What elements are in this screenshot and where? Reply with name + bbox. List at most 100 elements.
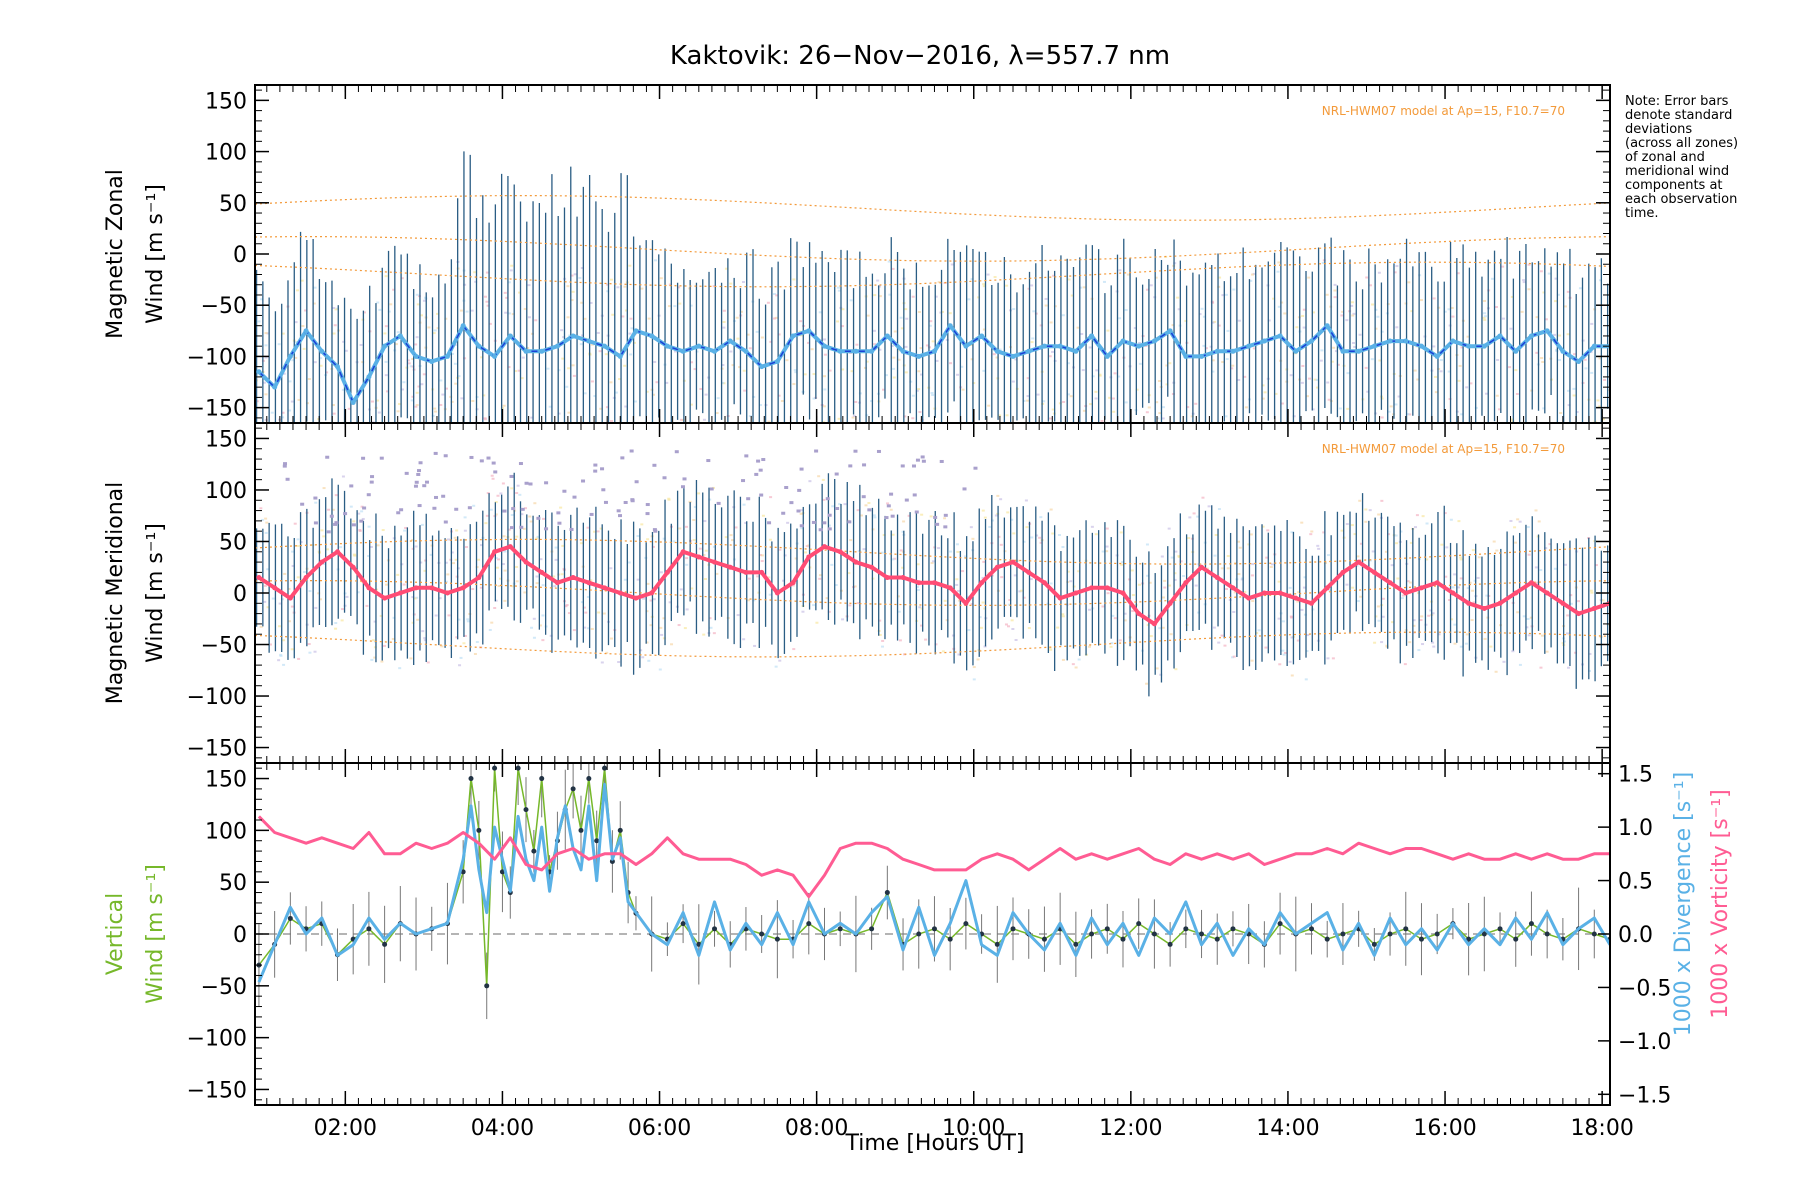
right-axis-tick-label: 0.0 <box>1618 923 1653 948</box>
meridional-purple-point <box>825 497 830 501</box>
meridional-scatter-point <box>957 599 961 602</box>
zonal-scatter-point <box>483 418 487 421</box>
meridional-scatter-point <box>290 605 294 608</box>
meridional-scatter-point <box>411 596 415 599</box>
meridional-purple-point <box>396 511 401 515</box>
zonal-scatter-point <box>1145 411 1149 414</box>
meridional-purple-point <box>915 458 920 462</box>
meridional-scatter-point <box>340 619 344 622</box>
meridional-scatter-point <box>352 553 356 556</box>
zonal-scatter-point <box>400 277 404 280</box>
zonal-scatter-point <box>1374 308 1378 311</box>
meridional-scatter-point <box>1340 529 1344 532</box>
zonal-scatter-point <box>1051 408 1055 411</box>
zonal-scatter-point <box>1483 318 1487 321</box>
zonal-scatter-point <box>924 425 927 427</box>
meridional-scatter-point <box>683 627 687 630</box>
zonal-scatter-point <box>596 331 600 334</box>
meridional-scatter-point <box>907 514 911 517</box>
meridional-scatter-point <box>1358 499 1362 502</box>
zonal-scatter-point <box>1126 273 1130 276</box>
meridional-scatter-point <box>447 614 451 617</box>
zonal-mean-point <box>1261 338 1267 344</box>
meridional-scatter-point <box>693 506 697 509</box>
meridional-scatter-point <box>424 559 428 562</box>
zonal-model-line <box>255 236 1610 262</box>
zonal-scatter-point <box>618 378 622 381</box>
zonal-scatter-point <box>1036 393 1040 396</box>
meridional-mean-point <box>1230 585 1236 591</box>
meridional-scatter-point <box>1051 532 1055 535</box>
meridional-mean-point <box>1387 580 1393 586</box>
zonal-scatter-point <box>1048 355 1052 358</box>
meridional-scatter-point <box>1061 615 1065 618</box>
meridional-scatter-point <box>848 604 852 607</box>
zonal-mean-point <box>1151 338 1157 344</box>
zonal-scatter-point <box>659 277 663 280</box>
zonal-scatter-point <box>279 435 282 437</box>
meridional-scatter-point <box>1403 663 1407 666</box>
zonal-mean-point <box>319 348 325 354</box>
zonal-scatter-point <box>260 298 264 301</box>
meridional-purple-point <box>518 462 523 466</box>
meridional-purple-point <box>524 481 529 485</box>
meridional-scatter-point <box>1414 526 1418 529</box>
zonal-scatter-point <box>565 385 569 388</box>
zonal-scatter-point <box>384 360 388 363</box>
zonal-scatter-point <box>294 321 298 324</box>
meridional-scatter-point <box>761 514 765 517</box>
meridional-purple-point <box>709 487 714 491</box>
meridional-scatter-point <box>1494 670 1498 673</box>
zonal-scatter-point <box>383 332 387 335</box>
zonal-scatter-point <box>982 285 986 288</box>
zonal-scatter-point <box>336 307 340 310</box>
zonal-scatter-point <box>406 359 410 362</box>
meridional-purple-point <box>914 510 919 514</box>
meridional-scatter-point <box>280 598 284 601</box>
note-line: deviations <box>1625 122 1692 137</box>
zonal-scatter-point <box>777 394 781 397</box>
meridional-scatter-point <box>450 551 454 554</box>
zonal-scatter-point <box>1496 358 1500 361</box>
zonal-scatter-point <box>1540 357 1544 360</box>
meridional-scatter-point <box>872 514 876 517</box>
zonal-mean-point <box>303 328 309 334</box>
meridional-scatter-point <box>1130 569 1134 572</box>
meridional-purple-point <box>379 456 384 460</box>
meridional-scatter-point <box>1364 520 1368 523</box>
meridional-scatter-point <box>1192 512 1196 515</box>
meridional-purple-point <box>417 504 422 508</box>
meridional-scatter-point <box>564 605 568 608</box>
meridional-scatter-point <box>1412 624 1416 627</box>
meridional-scatter-point <box>533 502 537 505</box>
zonal-mean-point <box>570 333 576 339</box>
zonal-scatter-point <box>1200 307 1204 310</box>
zonal-scatter-point <box>1320 349 1324 352</box>
meridional-scatter-point <box>317 592 321 595</box>
zonal-scatter-point <box>486 304 490 307</box>
zonal-scatter-point <box>1042 400 1046 403</box>
meridional-scatter-point <box>291 564 295 567</box>
zonal-scatter-point <box>415 404 419 407</box>
zonal-scatter-point <box>673 305 677 308</box>
zonal-scatter-point <box>1261 397 1265 400</box>
meridional-purple-point <box>789 501 794 505</box>
meridional-purple-point <box>900 464 905 468</box>
meridional-mean-point <box>492 549 498 555</box>
meridional-scatter-point <box>821 478 825 481</box>
meridional-mean-point <box>413 585 419 591</box>
zonal-scatter-point <box>1280 402 1284 405</box>
zonal-mean-point <box>1481 343 1487 349</box>
meridional-scatter-point <box>1061 658 1065 661</box>
meridional-scatter-point <box>1177 554 1181 557</box>
meridional-scatter-point <box>943 517 947 520</box>
meridional-purple-point <box>416 472 421 476</box>
meridional-scatter-point <box>1326 657 1330 660</box>
meridional-scatter-point <box>458 664 462 667</box>
meridional-scatter-point <box>847 572 851 575</box>
meridional-mean-point <box>633 595 639 601</box>
meridional-scatter-point <box>1118 639 1122 642</box>
meridional-scatter-point <box>1465 633 1469 636</box>
meridional-purple-point <box>600 467 605 471</box>
meridional-mean-point <box>602 585 608 591</box>
